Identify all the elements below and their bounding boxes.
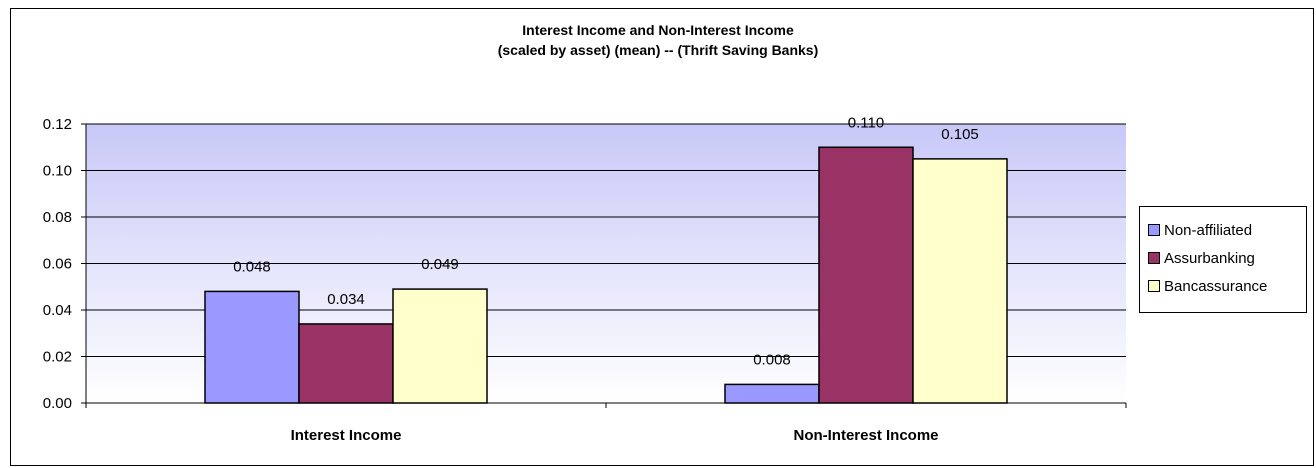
y-tick-label: 0.08 (43, 209, 72, 226)
chart-title: Interest Income and Non-Interest Income … (0, 20, 1316, 60)
bar-bancassurance (912, 158, 1008, 404)
bar-non-affiliated (204, 290, 300, 404)
data-label: 0.105 (941, 126, 979, 143)
y-tick-label: 0.12 (43, 116, 72, 133)
bar-non-affiliated (724, 383, 820, 404)
y-tick-label: 0.06 (43, 256, 72, 273)
data-label: 0.049 (421, 256, 459, 273)
legend-swatch (1148, 224, 1160, 236)
legend-swatch (1148, 280, 1160, 292)
bar-assurbanking (298, 323, 394, 404)
chart-subtitle: (scaled by asset) (mean) -- (Thrift Savi… (497, 42, 819, 58)
y-tick-label: 0.02 (43, 349, 72, 366)
chart-title-line-1: Interest Income and Non-Interest Income (522, 22, 794, 38)
legend-item: Non-affiliated (1148, 220, 1252, 240)
data-labels: 0.048 0.034 0.049 0.008 0.110 0.105 (233, 114, 979, 368)
legend-label: Bancassurance (1164, 277, 1268, 295)
bar-bancassurance (392, 288, 488, 404)
x-category-label: Interest Income (291, 427, 402, 444)
data-label: 0.048 (233, 258, 271, 275)
data-label: 0.034 (327, 291, 365, 308)
legend: Non-affiliated Assurbanking Bancassurance (1139, 206, 1307, 313)
legend-item: Assurbanking (1148, 248, 1255, 268)
data-label: 0.008 (753, 351, 791, 368)
data-label: 0.110 (848, 114, 884, 131)
bars (204, 146, 1008, 404)
y-tick-label: 0.04 (43, 302, 72, 319)
x-category-label: Non-Interest Income (793, 427, 938, 444)
bar-assurbanking (818, 146, 914, 404)
legend-swatch (1148, 252, 1160, 264)
legend-label: Non-affiliated (1164, 221, 1253, 239)
legend-item: Bancassurance (1148, 276, 1267, 296)
legend-label: Assurbanking (1164, 249, 1255, 267)
axes: 0.00 0.02 0.04 0.06 0.08 0.10 0.12 Interest Inc… (43, 116, 1127, 444)
y-tick-label: 0.10 (43, 163, 72, 180)
y-tick-label: 0.00 (43, 395, 72, 412)
